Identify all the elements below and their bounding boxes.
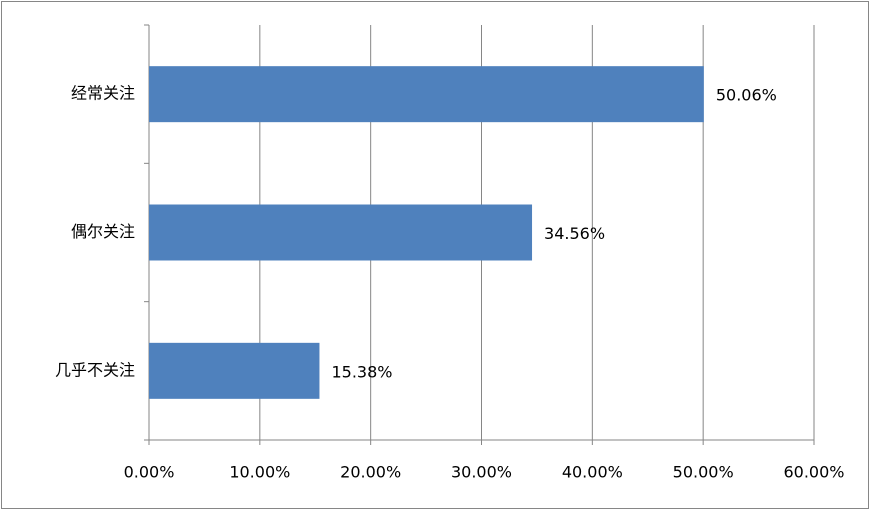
data-label: 50.06% <box>716 86 777 105</box>
y-tick-label: 经常关注 <box>71 84 135 103</box>
x-tick-label: 50.00% <box>673 463 734 482</box>
data-label: 15.38% <box>331 362 392 381</box>
bar <box>149 66 704 123</box>
x-tick-label: 20.00% <box>340 463 401 482</box>
y-tick-label: 几乎不关注 <box>55 360 135 379</box>
x-tick-label: 0.00% <box>124 463 175 482</box>
x-tick-label: 40.00% <box>562 463 623 482</box>
x-tick-label: 30.00% <box>451 463 512 482</box>
y-tick-label: 偶尔关注 <box>71 222 135 241</box>
data-label: 34.56% <box>544 224 605 243</box>
bar <box>149 342 320 399</box>
x-tick-label: 60.00% <box>783 463 844 482</box>
x-tick-label: 10.00% <box>229 463 290 482</box>
bar <box>149 204 533 261</box>
